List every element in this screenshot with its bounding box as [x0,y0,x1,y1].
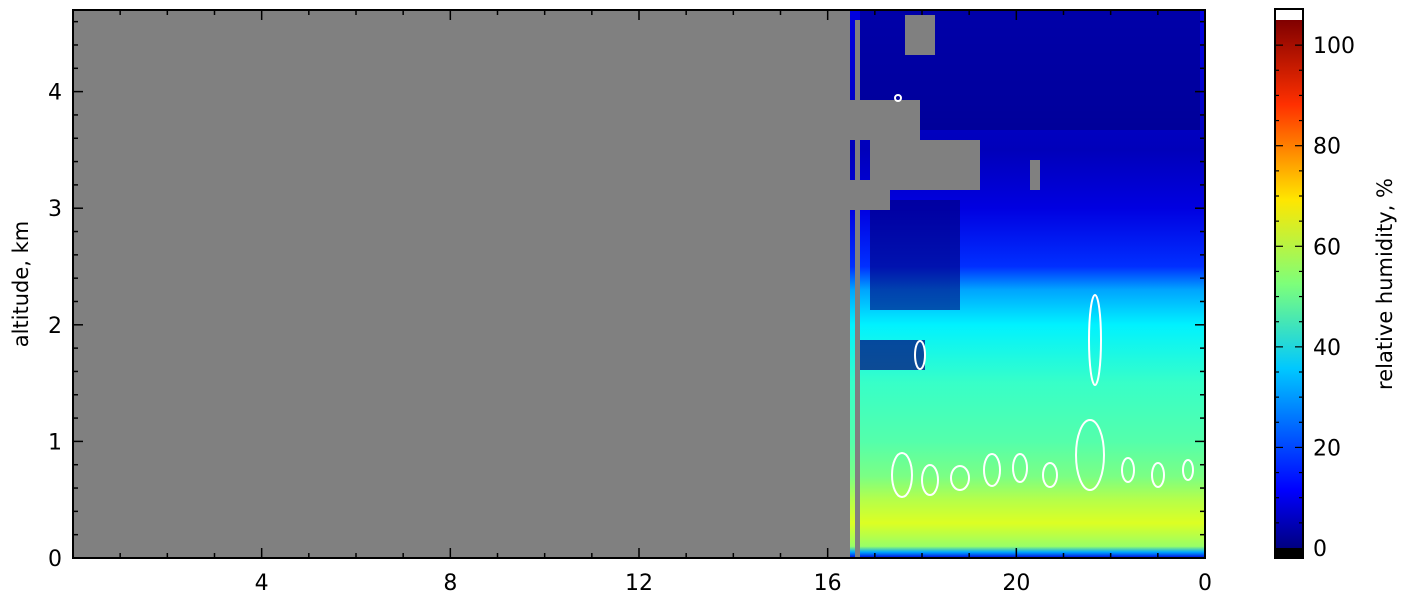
colorbar-tick-label: 40 [1313,336,1341,361]
contours [891,94,1194,498]
x-axis: 4 8 12 16 20 0 [119,10,1212,596]
colorbar-tick-label: 80 [1313,135,1341,160]
y-axis-label: altitude, km [9,221,33,348]
colorbar-over-extension [1275,9,1303,20]
x-tick-label: 12 [625,571,653,596]
colorbar-under-extension [1275,548,1303,558]
colorbar-frame [1274,8,1304,559]
colorbar-tick-label: 60 [1313,235,1341,260]
colorbar-tick-label: 0 [1313,537,1327,562]
colorbar-gradient [1275,20,1303,548]
y-axis: 0 1 2 3 4 [48,20,1205,572]
colorbar-label: relative humidity, % [1373,178,1397,390]
x-tick-label: 0 [1198,571,1212,596]
y-tick-label: 1 [48,430,62,455]
x-tick-label: 8 [443,571,457,596]
x-tick-label: 16 [814,571,842,596]
y-tick-label: 3 [48,197,62,222]
colorbar-tick-label: 100 [1313,34,1355,59]
y-tick-label: 0 [48,547,62,572]
plot-area [73,10,1205,558]
y-tick-label: 4 [48,81,62,106]
x-tick-label: 20 [1002,571,1030,596]
colorbar-ticks: 0 20 40 60 80 100 [1275,34,1355,562]
missing-patches [850,15,1040,558]
colorbar: 0 20 40 60 80 100 relative humidity, % [1274,8,1397,562]
y-tick-label: 2 [48,314,62,339]
x-tick-label: 4 [255,571,269,596]
colorbar-tick-label: 20 [1313,436,1341,461]
